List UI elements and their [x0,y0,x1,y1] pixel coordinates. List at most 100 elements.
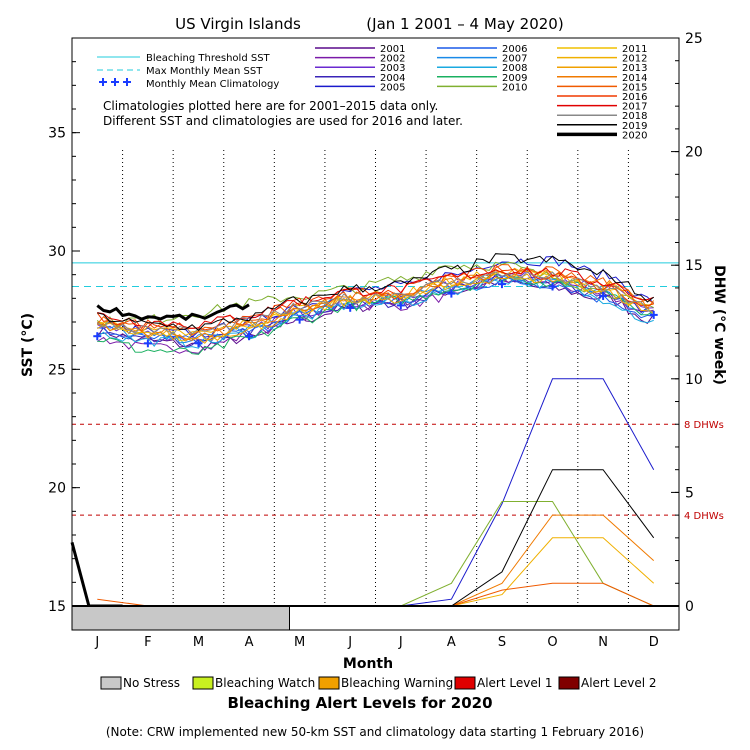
month-label: D [649,635,659,650]
climatology-marker [295,315,304,324]
climatology-marker [497,280,506,289]
climatology-marker [396,301,405,310]
year-legend-label: 2012 [622,54,647,65]
year-legend-entry: 2002 [315,54,405,65]
year-legend-label: 2013 [622,63,647,74]
chart-title: US Virgin Islands [175,15,301,33]
year-legend-label: 2005 [380,82,405,93]
year-legend-entry: 2005 [315,82,405,93]
month-label: N [598,635,608,650]
month-label: O [547,635,557,650]
plot-gridlines [122,150,629,606]
y-left-tick-label: 25 [48,362,66,378]
y-right-tick-label: 20 [685,145,703,161]
year-legend-label: 2017 [622,102,647,113]
alert-level-swatch [558,676,580,690]
alert-level-entry: Bleaching Watch [192,676,315,690]
alert-levels-legend: No Stress Bleaching Watch Bleaching Warnin… [100,676,657,690]
alert-bar-no-stress [71,605,290,631]
year-legend-entry: 2017 [557,102,647,113]
alert-level-label: Bleaching Warning [341,676,453,690]
sst-line-2019 [97,253,655,332]
y-left-tick-label: 35 [48,126,66,142]
reference-legend: Bleaching Threshold SST Max Monthly Mean… [97,53,279,90]
year-legend-label: 2009 [502,73,527,84]
month-label: J [398,635,403,650]
year-legend-entry: 2015 [557,82,647,93]
dhw-line-2014 [97,514,655,607]
y-right-tick-label: 0 [685,599,694,615]
year-legend-label: 2004 [380,73,405,84]
y-left-tick-label: 15 [48,599,66,615]
year-legend-entry: 2001 [315,44,405,55]
alert-level-label: Alert Level 2 [581,676,657,690]
year-legend-label: 2006 [502,44,527,55]
y-right-tick-label: 15 [685,258,703,274]
alert-level-label: Alert Level 1 [477,676,553,690]
year-legend-entry: 2016 [557,92,647,103]
sst-line-2009 [97,273,654,355]
year-legend-entry: 2012 [557,54,647,65]
climatology-marker [447,289,456,298]
legend-climatology-label: Monthly Mean Climatology [146,79,279,90]
year-legend-label: 2003 [380,63,405,74]
month-label: M [294,635,305,650]
year-legend-label: 2002 [380,54,405,65]
year-legend-entry: 2009 [437,73,527,84]
dhw-series [70,378,655,608]
month-label: J [347,635,352,650]
note-line-1: Climatologies plotted here are for 2001–… [103,99,438,113]
alert-level-swatch [100,676,122,690]
legend-mmm-label: Max Monthly Mean SST [146,66,263,77]
climatology-marker [599,291,608,300]
sst-line-2020 [96,303,250,322]
y-axis-left-label: SST (°C) [20,313,36,377]
dhw-line-2020 [70,542,123,608]
climatology-marker [346,303,355,312]
year-legend-entry: 2014 [557,73,647,84]
year-legend-entry: 2013 [557,63,647,74]
climatology-marker [548,282,557,291]
year-legend-entry: 2010 [437,82,527,93]
alert-level-entry: Alert Level 2 [558,676,657,690]
year-legend-label: 2019 [622,121,647,132]
year-legend-entry: 2006 [437,44,527,55]
dhw-reference-label: 8 DHWs [684,420,724,431]
dhw-line-2005 [97,378,655,607]
y-right-tick-label: 10 [685,372,703,388]
x-axis-label: Month [343,656,393,672]
month-label: J [94,635,99,650]
climatology-marker [93,332,102,341]
alert-level-label: No Stress [123,676,180,690]
plot-frame [71,37,680,631]
month-label: A [447,635,456,650]
climatology-marker [194,339,203,348]
year-legend-label: 2014 [622,73,647,84]
sst-line-2018 [97,271,654,335]
alert-status-bar [71,605,679,631]
dhw-reference-label: 4 DHWs [684,511,724,522]
y-axis-left-ticks: 15 20 25 30 35 [48,37,80,615]
date-range: (Jan 1 2001 – 4 May 2020) [366,15,563,33]
climatology-marker [649,310,658,319]
alert-level-entry: Bleaching Warning [318,676,453,690]
y-right-tick-label: 25 [685,31,703,47]
year-legend-label: 2001 [380,44,405,55]
climatology-marker [245,332,254,341]
year-legend-label: 2020 [622,130,647,141]
alert-level-swatch [454,676,476,690]
year-legend-entry: 2008 [437,63,527,74]
month-label: M [193,635,204,650]
year-legend-entry: 2011 [557,44,647,55]
year-legend-entry: 2020 [557,130,647,141]
year-legend-label: 2011 [622,44,647,55]
y-left-tick-label: 20 [48,481,66,497]
y-axis-right-ticks: 0 5 10 15 20 25 [671,31,703,615]
sst-line-2005 [97,255,655,338]
year-legend-label: 2010 [502,82,527,93]
year-legend-label: 2007 [502,54,527,65]
dhw-line-2012 [97,537,655,607]
year-legend-entry: 2019 [557,121,647,132]
